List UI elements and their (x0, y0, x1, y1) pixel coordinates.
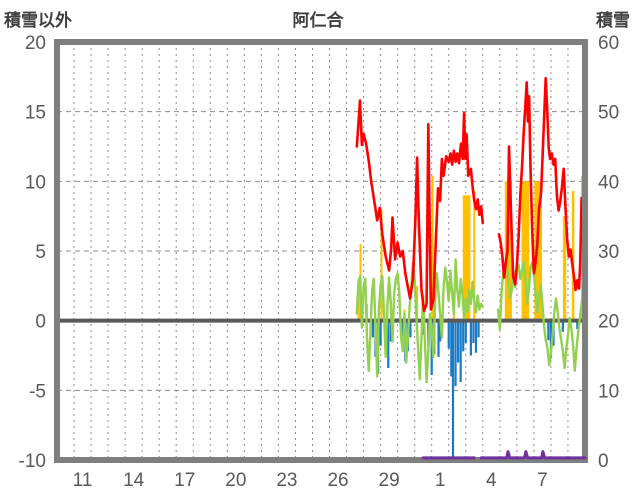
y-axis-right-tick: 60 (598, 33, 619, 54)
x-axis-tick: 20 (225, 470, 246, 491)
orange-bars (521, 181, 530, 321)
left-axis-title: 積雪以外 (4, 11, 72, 30)
y-axis-right-tick: 0 (598, 451, 609, 472)
right-axis-title: 積雪 (596, 11, 630, 30)
orange-bars (534, 181, 542, 321)
x-axis-tick: 7 (537, 470, 548, 491)
blue-bars (454, 320, 457, 387)
blue-bars (549, 320, 553, 359)
orange-bars (431, 175, 434, 321)
orange-bars (473, 191, 476, 321)
orange-bars (562, 216, 567, 321)
green-line (496, 260, 587, 372)
blue-bars (477, 320, 480, 338)
blue-bars (472, 320, 475, 343)
x-axis-tick: 17 (174, 470, 195, 491)
blue-bars (561, 320, 564, 332)
x-axis-tick: 23 (276, 470, 297, 491)
orange-bars (580, 175, 583, 321)
x-axis-tick: 11 (73, 470, 93, 491)
x-axis-tick: 1 (435, 470, 446, 491)
purple-line (479, 450, 587, 460)
blue-bars (387, 320, 390, 369)
y-axis-left-tick: 20 (25, 33, 46, 54)
y-axis-right-tick: 30 (598, 242, 619, 263)
y-axis-left-tick: 0 (35, 312, 46, 333)
y-axis-left-tick: -5 (29, 381, 46, 402)
blue-bars (447, 320, 450, 349)
y-axis-right-tick: 10 (598, 381, 619, 402)
blue-bars (451, 320, 455, 458)
blue-bars (450, 320, 453, 377)
blue-bars (379, 320, 382, 346)
orange-bars (380, 209, 383, 321)
y-axis-left-tick: 10 (25, 172, 46, 193)
y-axis-left-tick: 5 (35, 242, 46, 263)
blue-bars (457, 320, 460, 363)
orange-bars (462, 195, 471, 321)
blue-bars (459, 320, 462, 382)
blue-bars (469, 320, 472, 356)
red-line (497, 76, 587, 292)
chart-title: 阿仁合 (292, 11, 344, 30)
blue-bars (437, 320, 440, 357)
orange-bars (416, 285, 419, 321)
blue-bars (464, 320, 467, 343)
red-line (355, 99, 485, 313)
green-line (355, 258, 484, 384)
y-axis-right-tick: 40 (598, 172, 619, 193)
y-axis-right-tick: 20 (598, 312, 619, 333)
blue-bars (462, 320, 465, 352)
blue-bars (474, 320, 478, 353)
blue-bars (547, 320, 550, 341)
y-axis-left-tick: -10 (19, 451, 46, 472)
x-axis-tick: 14 (123, 470, 145, 491)
plot-border (54, 39, 588, 463)
x-axis-tick: 4 (486, 470, 497, 491)
orange-bars (571, 191, 575, 321)
blue-bars (371, 320, 375, 338)
blue-bars (409, 320, 412, 338)
blue-bars (576, 320, 579, 330)
x-axis-tick: 29 (379, 470, 400, 491)
y-axis-left-tick: 15 (25, 103, 46, 124)
y-axis-right-tick: 50 (598, 103, 619, 124)
x-axis-tick: 26 (327, 470, 348, 491)
